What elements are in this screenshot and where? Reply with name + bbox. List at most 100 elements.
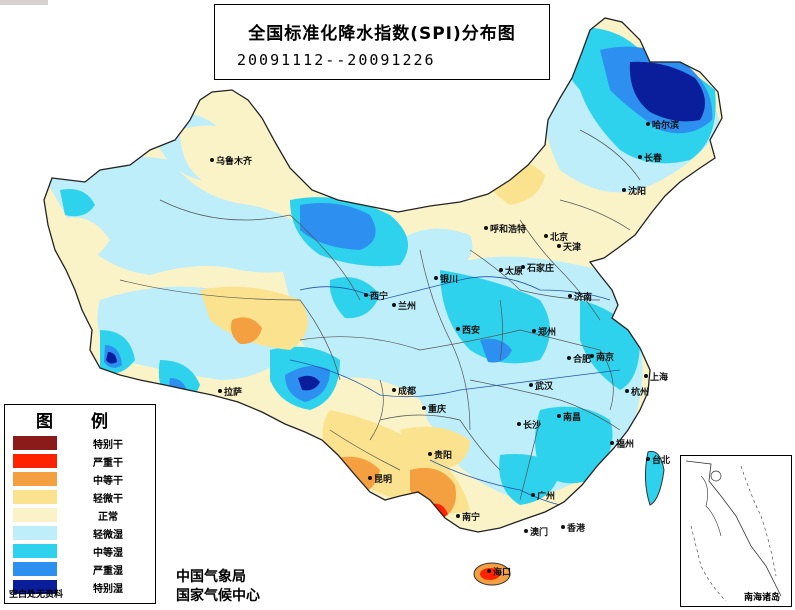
- city-dot: [368, 476, 372, 480]
- taiwan-island: [644, 450, 665, 506]
- city-dot: [484, 226, 488, 230]
- legend-label: 轻微干: [93, 494, 123, 505]
- legend-title: 图 例: [36, 412, 124, 432]
- legend-row: 特别湿: [13, 579, 153, 595]
- city-dot: [392, 388, 396, 392]
- city-label: 南昌: [563, 413, 582, 423]
- city-dot: [532, 329, 536, 333]
- city-label: 哈尔滨: [652, 121, 680, 131]
- city-label: 拉萨: [224, 388, 243, 398]
- city-dot: [557, 414, 561, 418]
- city-label: 香港: [567, 524, 586, 534]
- city-label: 长春: [644, 154, 663, 164]
- city-label: 广州: [537, 492, 556, 502]
- legend-label: 特别湿: [93, 584, 123, 595]
- city-dot: [364, 293, 368, 297]
- legend-swatch: [13, 544, 57, 558]
- legend-label: 中等湿: [93, 548, 123, 559]
- city-dot: [646, 457, 650, 461]
- legend-label: 严重干: [93, 458, 123, 469]
- city-label: 武汉: [535, 382, 554, 392]
- city-label: 南京: [596, 353, 615, 363]
- city-dot: [428, 452, 432, 456]
- city-dot: [557, 244, 561, 248]
- city-label: 成都: [398, 387, 417, 397]
- title-box: 全国标准化降水指数(SPI)分布图 20091112--20091226: [214, 4, 550, 80]
- city-dot: [568, 294, 572, 298]
- city-dot: [638, 155, 642, 159]
- city-label: 西安: [462, 326, 481, 336]
- agency-line1: 中国气象局: [176, 569, 246, 585]
- city-dot: [644, 374, 648, 378]
- city-dot: [544, 234, 548, 238]
- city-label: 南宁: [462, 513, 481, 523]
- city-dot: [499, 268, 503, 272]
- city-label: 沈阳: [628, 187, 647, 197]
- legend-swatch: [13, 508, 57, 522]
- map-title: 全国标准化降水指数(SPI)分布图: [248, 24, 516, 44]
- city-dot: [392, 303, 396, 307]
- city-dot: [434, 276, 438, 280]
- spi-fields: [44, 27, 720, 520]
- legend-row: 轻微干: [13, 489, 153, 505]
- city-dot: [646, 122, 650, 126]
- legend-swatch: [13, 580, 57, 594]
- city-dot: [625, 389, 629, 393]
- legend-row: 轻微湿: [13, 525, 153, 541]
- legend-row: 中等湿: [13, 543, 153, 559]
- city-label: 呼和浩特: [490, 225, 527, 235]
- city-dot: [521, 265, 525, 269]
- agency-line2: 国家气候中心: [176, 588, 260, 604]
- city-dot: [524, 529, 528, 533]
- legend-label: 中等干: [93, 476, 123, 487]
- legend-swatch: [13, 472, 57, 486]
- city-label: 福州: [616, 440, 635, 450]
- city-label: 乌鲁木齐: [216, 157, 253, 167]
- city-dot: [422, 406, 426, 410]
- city-label: 海口: [493, 568, 512, 578]
- legend-label: 正常: [98, 512, 118, 523]
- city-dot: [517, 422, 521, 426]
- city-dot: [487, 569, 491, 573]
- legend-row: 严重干: [13, 453, 153, 469]
- city-label: 北京: [550, 233, 569, 243]
- legend-swatch: [13, 454, 57, 468]
- city-dot: [610, 441, 614, 445]
- city-label: 石家庄: [527, 264, 555, 274]
- city-label: 上海: [650, 373, 669, 383]
- legend-row: 中等干: [13, 471, 153, 487]
- city-dot: [218, 389, 222, 393]
- legend-swatch: [13, 490, 57, 504]
- city-label: 太原: [505, 267, 524, 277]
- legend: 图 例 特别干严重干中等干轻微干正常轻微湿中等湿严重湿特别湿 空白处无资料: [4, 404, 156, 604]
- city-dot: [210, 158, 214, 162]
- legend-row: 特别干: [13, 435, 153, 451]
- city-label: 长沙: [523, 421, 542, 431]
- city-dot: [529, 383, 533, 387]
- city-dot: [567, 356, 571, 360]
- city-label: 济南: [574, 293, 593, 303]
- legend-label: 严重湿: [93, 566, 123, 577]
- legend-row: 严重湿: [13, 561, 153, 577]
- legend-swatch: [13, 562, 57, 576]
- legend-label: 轻微湿: [93, 530, 123, 541]
- city-label: 兰州: [398, 302, 417, 312]
- city-label: 杭州: [631, 388, 650, 398]
- city-dot: [561, 525, 565, 529]
- inset-map: [685, 460, 782, 602]
- city-label: 贵阳: [434, 451, 453, 461]
- rivers: [289, 276, 621, 506]
- legend-note: 空白处无资料: [9, 590, 64, 600]
- city-label: 台北: [652, 456, 671, 466]
- city-dot: [590, 354, 594, 358]
- city-label: 银川: [440, 275, 459, 285]
- legend-row: 正常: [13, 507, 153, 523]
- inset-label: 南海诸岛: [744, 593, 781, 603]
- city-label: 西宁: [370, 292, 389, 302]
- city-label: 郑州: [538, 328, 557, 338]
- legend-swatch: [13, 436, 57, 450]
- city-label: 重庆: [428, 405, 447, 415]
- date-range: 20091112--20091226: [237, 51, 436, 69]
